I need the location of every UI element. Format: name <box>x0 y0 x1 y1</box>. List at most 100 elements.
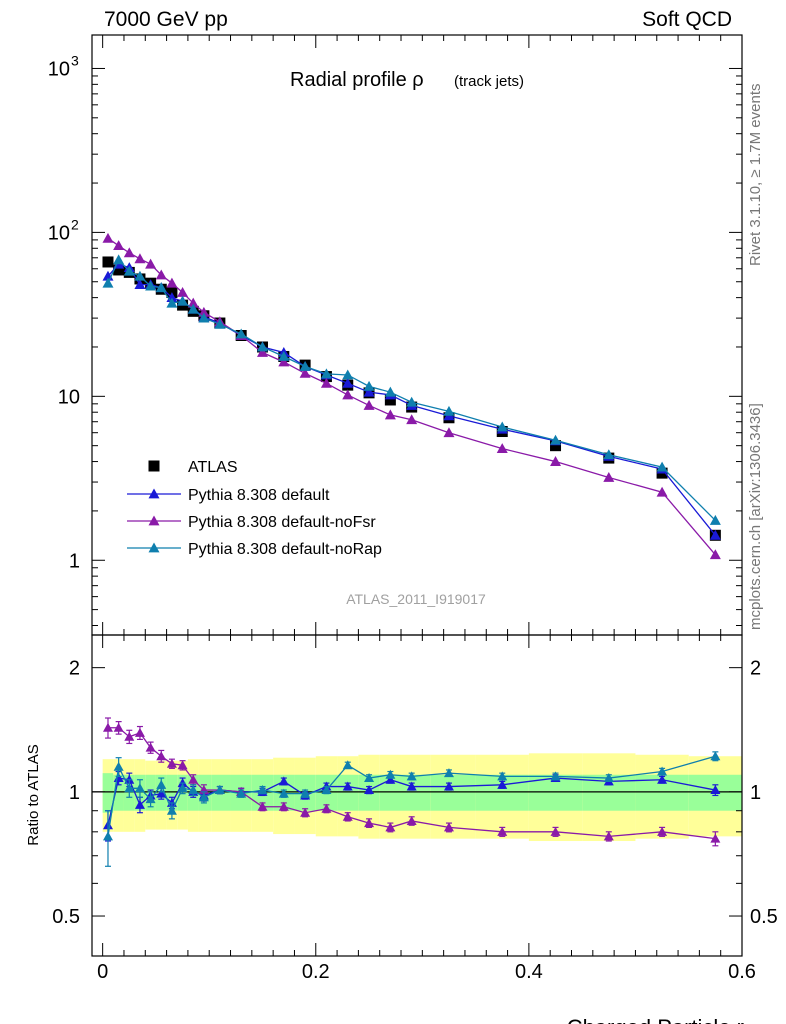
chart-legend: ATLAS Pythia 8.308 default Pythia 8.308 de… <box>127 459 382 558</box>
data-point-pythia-8-308-default <box>709 529 721 540</box>
data-point-pythia-8-308-default-norap <box>235 328 247 339</box>
ratio-y-tick-label-right: 1 <box>750 782 761 804</box>
analysis-id-label: ATLAS_2011_I919017 <box>346 591 486 607</box>
data-point-pythia-8-308-default-norap <box>198 312 210 323</box>
ratio-point-pythia-8-308-default-nofsr <box>278 801 289 811</box>
legend-label-pythia-8-308-default-norap: Pythia 8.308 default-noRap <box>188 541 382 558</box>
ratio-point-pythia-8-308-default-nofsr <box>406 815 417 825</box>
legend-label-pythia-8-308-default: Pythia 8.308 default <box>188 487 330 504</box>
ratio-uncertainty-bands <box>102 753 742 842</box>
ratio-point-pythia-8-308-default-norap <box>321 785 332 795</box>
ratio-point-pythia-8-308-default-nofsr <box>385 822 396 832</box>
ratio-point-pythia-8-308-default-norap <box>257 785 268 795</box>
ratio-point-pythia-8-308-default-norap <box>364 773 375 783</box>
data-point-pythia-8-308-default-nofsr <box>177 286 189 297</box>
ratio-point-pythia-8-308-default-norap <box>443 768 454 778</box>
ratio-point-pythia-8-308-default-norap <box>550 771 561 781</box>
ratio-point-pythia-8-308-default-nofsr <box>124 731 135 741</box>
ratio-point-pythia-8-308-default-norap <box>342 760 353 770</box>
data-point-pythia-8-308-default-nofsr <box>166 277 178 288</box>
x-tick-label: 0.4 <box>515 961 543 983</box>
data-point-pythia-8-308-default-norap <box>496 421 508 432</box>
ratio-y-tick-label-left: 2 <box>69 658 80 680</box>
ratio-point-pythia-8-308-default <box>497 779 508 789</box>
main-y-tick-label: 10 <box>48 222 70 244</box>
ratio-point-pythia-8-308-default <box>278 776 289 786</box>
legend-label-atlas: ATLAS <box>188 459 238 476</box>
ratio-series-group <box>102 717 721 867</box>
ratio-point-pythia-8-308-default-norap <box>102 831 113 841</box>
ratio-point-pythia-8-308-default-nofsr <box>364 818 375 828</box>
chart-title: Radial profile ρ <box>290 69 424 91</box>
ratio-point-pythia-8-308-default-nofsr <box>134 727 145 737</box>
chart-subtitle: (track jets) <box>454 73 524 90</box>
ratio-point-pythia-8-308-default-norap <box>214 785 225 795</box>
data-point-pythia-8-308-default <box>134 279 146 290</box>
ratio-point-pythia-8-308-default-norap <box>300 788 311 798</box>
ratio-point-pythia-8-308-default-norap <box>124 783 135 793</box>
ratio-point-pythia-8-308-default-nofsr <box>603 831 614 841</box>
main-y-tick-exponent: 3 <box>71 52 79 68</box>
ratio-inner-band-segment <box>430 774 476 811</box>
ratio-point-pythia-8-308-default-nofsr <box>177 760 188 770</box>
ratio-point-pythia-8-308-default-norap <box>156 779 167 789</box>
data-point-pythia-8-308-default-norap <box>443 405 455 416</box>
data-point-pythia-8-308-default-norap <box>320 368 332 379</box>
data-point-pythia-8-308-default-norap <box>299 361 311 371</box>
data-point-pythia-8-308-default-nofsr <box>406 414 418 425</box>
ratio-point-pythia-8-308-default-norap <box>603 773 614 783</box>
ratio-point-pythia-8-308-default-nofsr <box>443 822 454 832</box>
data-point-pythia-8-308-default-norap <box>155 282 167 293</box>
data-point-pythia-8-308-default-norap <box>214 318 226 329</box>
ratio-point-pythia-8-308-default-norap <box>188 785 199 795</box>
ratio-point-pythia-8-308-default <box>385 774 396 784</box>
legend-marker-pythia-8-308-default <box>148 488 160 499</box>
ratio-point-pythia-8-308-default-nofsr <box>113 722 124 732</box>
ratio-point-pythia-8-308-default <box>156 788 167 798</box>
legend-marker-atlas <box>148 460 160 472</box>
ratio-point-pythia-8-308-default-norap <box>177 783 188 793</box>
ratio-point-pythia-8-308-default <box>710 785 721 795</box>
data-point-pythia-8-308-default-nofsr <box>278 356 290 367</box>
data-point-pythia-8-308-default <box>342 377 354 388</box>
ratio-y-tick-label-left: 0.5 <box>52 906 80 928</box>
data-point-pythia-8-308-default-norap <box>145 280 157 291</box>
x-tick-label: 0.6 <box>728 961 756 983</box>
ratio-point-pythia-8-308-default-norap <box>385 769 396 779</box>
data-point-atlas <box>113 264 125 276</box>
ratio-point-pythia-8-308-default-norap <box>113 761 124 771</box>
data-point-pythia-8-308-default-norap <box>363 380 375 391</box>
main-series-group <box>102 232 721 560</box>
ratio-y-tick-label-right: 2 <box>750 658 761 680</box>
ratio-point-pythia-8-308-default-norap <box>497 771 508 781</box>
data-point-pythia-8-308-default-nofsr <box>603 471 615 482</box>
data-point-pythia-8-308-default-nofsr <box>656 486 668 497</box>
data-point-pythia-8-308-default-nofsr <box>299 367 311 378</box>
data-point-pythia-8-308-default-norap <box>550 434 562 445</box>
ratio-point-pythia-8-308-default-nofsr <box>102 722 113 732</box>
data-point-pythia-8-308-default-norap <box>656 461 668 472</box>
data-point-pythia-8-308-default-nofsr <box>496 443 508 453</box>
data-point-pythia-8-308-default-norap <box>256 341 268 352</box>
ratio-y-axis-label: Ratio to ATLAS <box>25 744 42 845</box>
data-point-pythia-8-308-default-nofsr <box>550 456 562 466</box>
ratio-point-pythia-8-308-default-nofsr <box>166 758 177 768</box>
data-point-pythia-8-308-default-nofsr <box>384 409 396 420</box>
ratio-point-pythia-8-308-default <box>443 781 454 791</box>
data-point-pythia-8-308-default-nofsr <box>123 247 135 258</box>
data-point-pythia-8-308-default-nofsr <box>709 549 721 560</box>
data-point-pythia-8-308-default-nofsr <box>145 258 157 269</box>
ratio-point-pythia-8-308-default <box>364 785 375 795</box>
data-point-pythia-8-308-default <box>363 386 375 397</box>
data-point-pythia-8-308-default-norap <box>113 254 125 265</box>
ratio-point-pythia-8-308-default-norap <box>278 788 289 798</box>
data-point-pythia-8-308-default-nofsr <box>342 389 354 400</box>
data-point-pythia-8-308-default-nofsr <box>155 269 167 280</box>
data-point-pythia-8-308-default-norap <box>278 350 290 361</box>
ratio-point-pythia-8-308-default-nofsr <box>300 807 311 817</box>
ratio-point-pythia-8-308-default-norap <box>134 783 145 793</box>
ratio-point-pythia-8-308-default-nofsr <box>156 751 167 761</box>
legend-label-pythia-8-308-default-nofsr: Pythia 8.308 default-noFsr <box>188 514 376 531</box>
ratio-point-pythia-8-308-default <box>134 799 145 809</box>
